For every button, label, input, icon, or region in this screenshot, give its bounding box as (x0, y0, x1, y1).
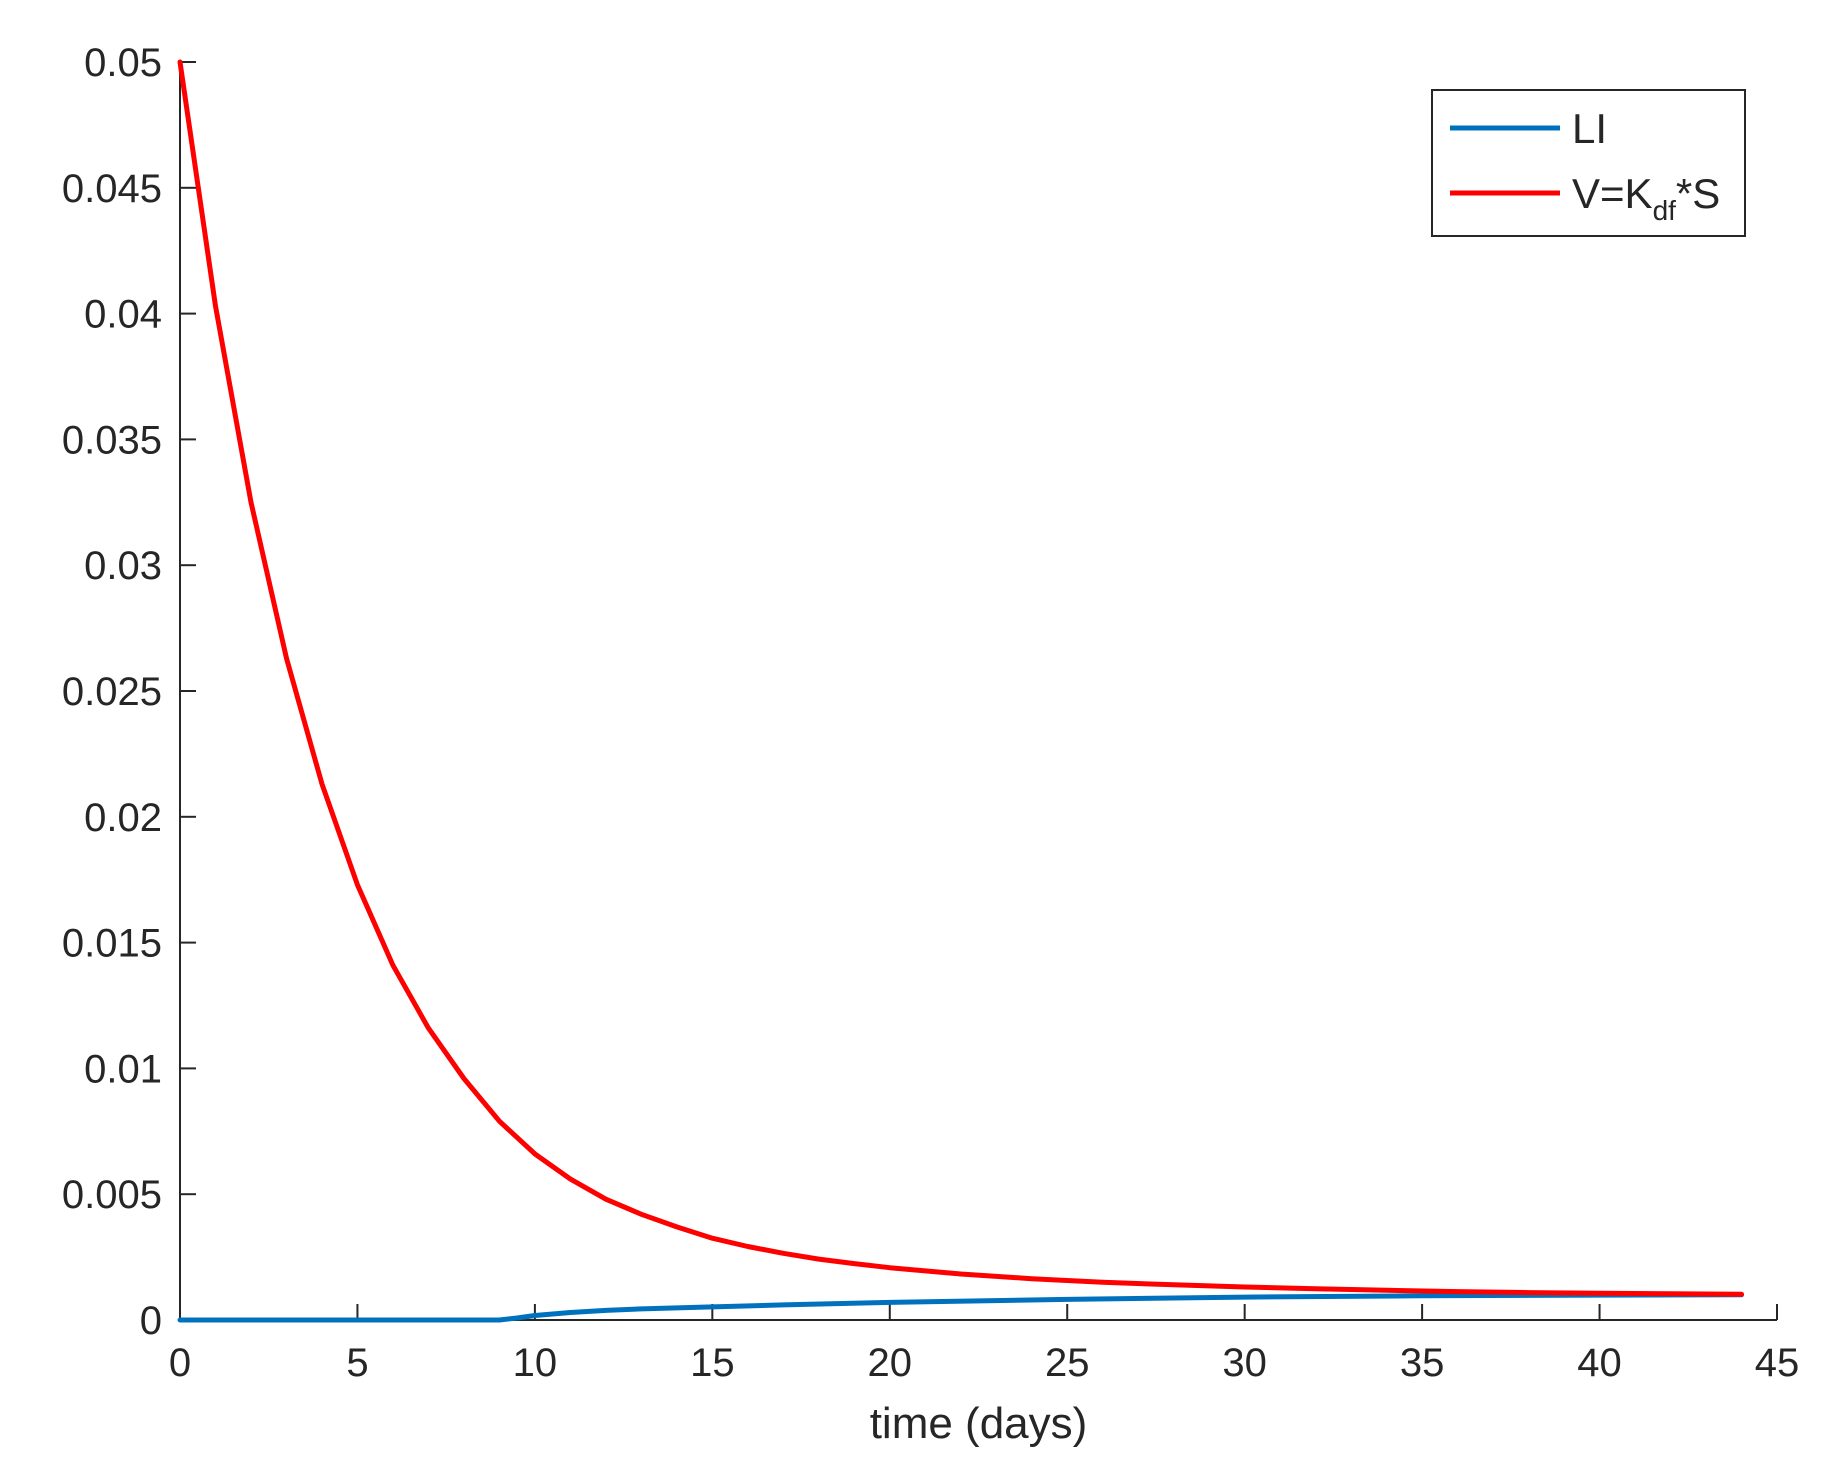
x-tick-label: 20 (868, 1341, 913, 1385)
series-line-li (177, 1292, 1744, 1323)
axes: 0 5 10 15 20 25 30 35 40 45 0 0.005 0.01 0.015 0.02 0.0… (62, 41, 1799, 1385)
x-axis-title: time (days) (870, 1399, 1088, 1448)
x-tick-label: 40 (1577, 1341, 1622, 1385)
y-tick-label: 0.005 (62, 1173, 162, 1217)
legend-label: LI (1572, 105, 1607, 152)
x-tick-label: 5 (346, 1341, 368, 1385)
x-tick-label: 35 (1400, 1341, 1445, 1385)
y-tick-label: 0.02 (84, 796, 162, 840)
y-tick-label: 0.025 (62, 670, 162, 714)
x-tick-label: 30 (1222, 1341, 1267, 1385)
x-tick-label: 10 (513, 1341, 558, 1385)
plot-series (177, 59, 1744, 1323)
x-tick-label: 0 (169, 1341, 191, 1385)
y-tick-label: 0 (140, 1299, 162, 1343)
y-tick-label: 0.015 (62, 922, 162, 966)
x-tick-label: 15 (690, 1341, 735, 1385)
legend-box (1431, 89, 1746, 237)
series-line-v (177, 59, 1744, 1297)
y-tick-label: 0.05 (84, 41, 162, 85)
y-tick-label: 0.01 (84, 1047, 162, 1091)
legend: LI V=Kdf*S (1431, 89, 1746, 237)
x-tick-label: 45 (1755, 1341, 1800, 1385)
x-tick-label: 25 (1045, 1341, 1090, 1385)
y-tick-label: 0.035 (62, 418, 162, 462)
legend-label: V=Kdf*S (1572, 170, 1720, 226)
y-tick-label: 0.045 (62, 167, 162, 211)
y-tick-label: 0.03 (84, 544, 162, 588)
y-tick-label: 0.04 (84, 293, 162, 337)
